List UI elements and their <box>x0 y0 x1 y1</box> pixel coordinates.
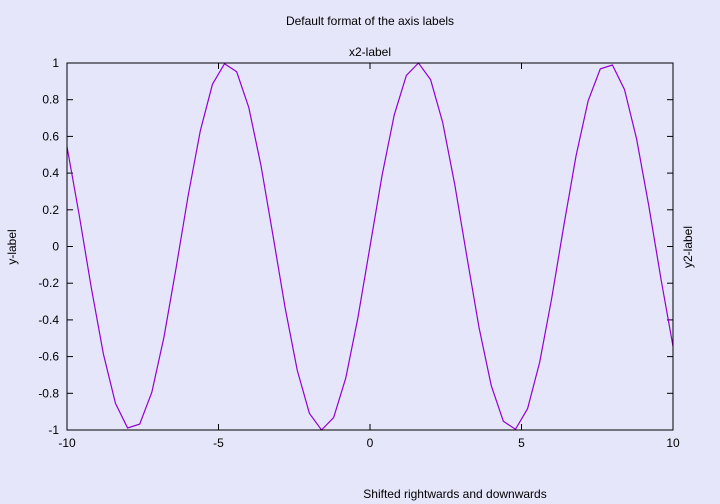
y-tick-label: 0.6 <box>42 129 59 143</box>
series-line <box>66 62 674 431</box>
y2-axis-label: y2-label <box>681 226 695 268</box>
y-tick-label: -1 <box>48 423 59 437</box>
y-tick-label: -0.2 <box>38 276 59 290</box>
tick-labels: -10 -5 0 5 10 -1 -0.8 -0.6 -0.4 -0.2 0 0.2 0.4 0.6 0.8… <box>38 56 680 450</box>
y-tick-label: 0.8 <box>42 93 59 107</box>
x-tick-label: -5 <box>213 436 224 450</box>
y-tick-label: -0.6 <box>38 350 59 364</box>
chart-title: Default format of the axis labels <box>286 14 454 28</box>
x-tick-label: 5 <box>518 436 525 450</box>
y-tick-label: -0.4 <box>38 313 59 327</box>
x-axis-label: Shifted rightwards and downwards <box>363 487 546 501</box>
y-tick-label: 1 <box>52 56 59 70</box>
y-tick-label: -0.8 <box>38 386 59 400</box>
x2-axis-label: x2-label <box>349 45 391 59</box>
y-tick-label: 0.4 <box>42 166 59 180</box>
x-tick-label: 10 <box>666 436 680 450</box>
x-tick-label: 0 <box>367 436 374 450</box>
plot-border <box>66 62 674 431</box>
y-axis-label: y-label <box>5 229 19 264</box>
y-tick-label: 0.2 <box>42 203 59 217</box>
y-tick-label: 0 <box>52 240 59 254</box>
x-tick-label: -10 <box>58 436 76 450</box>
